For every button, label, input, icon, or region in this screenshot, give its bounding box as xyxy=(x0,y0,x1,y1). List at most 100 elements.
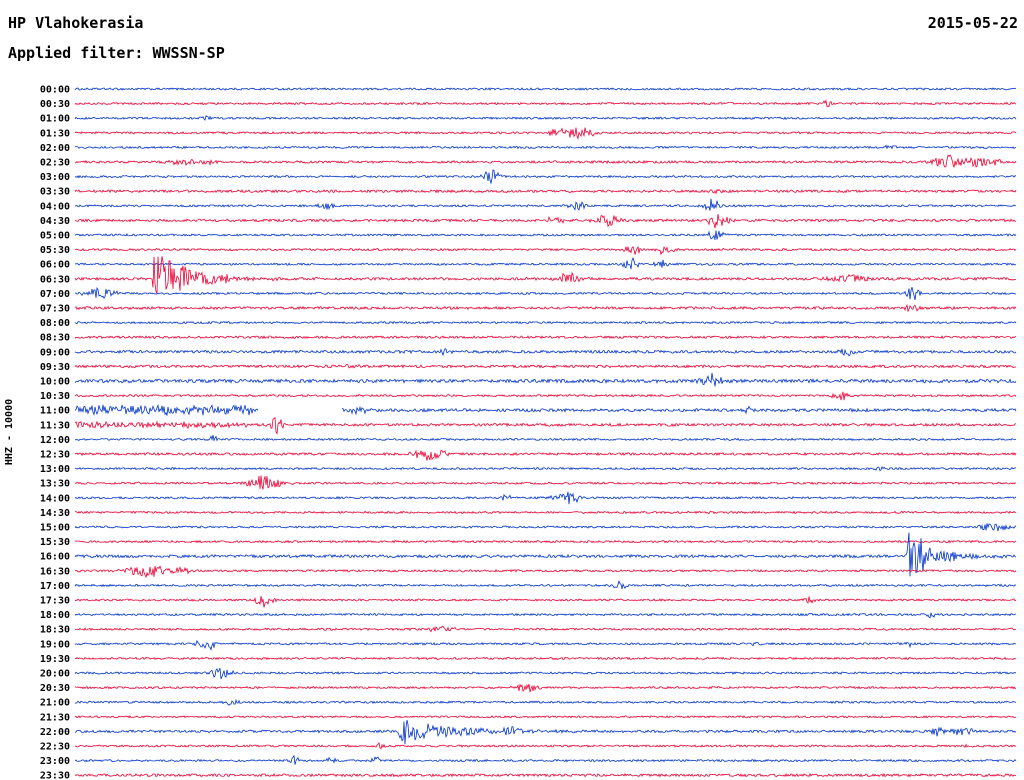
time-label: 04:30 xyxy=(40,216,70,227)
time-label: 02:30 xyxy=(40,158,70,169)
trace-row xyxy=(74,198,1017,211)
time-label: 15:00 xyxy=(40,523,70,534)
time-label: 23:00 xyxy=(40,756,70,767)
trace-row xyxy=(74,245,1017,256)
time-label: 16:00 xyxy=(40,552,70,563)
trace-row xyxy=(74,348,1017,357)
trace-row xyxy=(74,754,1017,765)
applied-filter-label: Applied filter: WWSSN-SP xyxy=(8,44,225,62)
trace-row xyxy=(74,715,1017,719)
time-label: 02:00 xyxy=(40,143,70,154)
trace-row xyxy=(74,683,1017,693)
trace-row xyxy=(74,214,1017,229)
trace-row xyxy=(74,99,1017,108)
trace-row xyxy=(74,169,1017,185)
trace-row xyxy=(74,144,1017,150)
time-label: 03:30 xyxy=(40,187,70,198)
time-label: 15:30 xyxy=(40,537,70,548)
trace-row xyxy=(74,87,1017,91)
time-label: 08:00 xyxy=(40,318,70,329)
time-label: 21:30 xyxy=(40,712,70,723)
time-label: 20:00 xyxy=(40,669,70,680)
trace-row xyxy=(74,372,1017,387)
time-label: 17:00 xyxy=(40,581,70,592)
trace-row xyxy=(74,115,1017,121)
trace-row xyxy=(74,466,1017,472)
time-label: 01:30 xyxy=(40,128,70,139)
time-label: 19:30 xyxy=(40,654,70,665)
trace-row xyxy=(74,416,1017,435)
time-label: 16:30 xyxy=(40,566,70,577)
time-label: 05:30 xyxy=(40,245,70,256)
trace-row xyxy=(74,491,1017,505)
time-label: 01:00 xyxy=(40,114,70,125)
trace-row xyxy=(74,256,1017,295)
trace-row xyxy=(74,304,1017,313)
trace-row xyxy=(74,772,1017,778)
trace-row xyxy=(74,257,1017,270)
trace-row xyxy=(74,449,1017,461)
time-label: 14:30 xyxy=(40,508,70,519)
trace-row xyxy=(74,403,1017,416)
time-label: 08:30 xyxy=(40,333,70,344)
time-label: 03:00 xyxy=(40,172,70,183)
trace-row xyxy=(74,475,1017,490)
trace-row xyxy=(74,595,1017,608)
time-label: 09:00 xyxy=(40,347,70,358)
trace-row xyxy=(74,523,1017,532)
trace-row xyxy=(74,565,1017,579)
trace-row xyxy=(74,188,1017,195)
trace-row xyxy=(74,612,1016,619)
time-label: 17:30 xyxy=(40,596,70,607)
time-label: 10:30 xyxy=(40,391,70,402)
time-label: 09:30 xyxy=(40,362,70,373)
time-label: 23:30 xyxy=(40,771,70,780)
trace-row xyxy=(74,286,1017,300)
time-label: 07:00 xyxy=(40,289,70,300)
time-label: 07:30 xyxy=(40,304,70,315)
time-label: 00:00 xyxy=(40,85,70,96)
trace-row xyxy=(74,742,1017,750)
trace-rows-group: 00:00 00:30 01:00 01:30 02:00 02:30 03:00 03:30… xyxy=(40,85,1017,780)
time-label: 10:00 xyxy=(40,377,70,388)
time-label: 20:30 xyxy=(40,683,70,694)
trace-row xyxy=(74,667,1016,680)
time-label: 19:00 xyxy=(40,639,70,650)
time-label: 06:30 xyxy=(40,274,70,285)
time-label: 18:30 xyxy=(40,625,70,636)
time-label: 00:30 xyxy=(40,99,70,110)
trace-row xyxy=(74,230,1017,240)
time-label: 12:30 xyxy=(40,450,70,461)
trace-row xyxy=(74,656,1017,661)
time-label: 21:00 xyxy=(40,698,70,709)
time-label: 22:00 xyxy=(40,727,70,738)
channel-scale-label: HHZ - 10000 xyxy=(4,399,15,465)
time-label: 13:00 xyxy=(40,464,70,475)
trace-row xyxy=(74,580,1017,590)
trace-row xyxy=(74,391,1017,401)
time-label: 22:30 xyxy=(40,742,70,753)
time-label: 04:00 xyxy=(40,201,70,212)
trace-row xyxy=(74,127,1017,140)
station-title: HP Vlahokerasia xyxy=(8,14,144,32)
trace-row xyxy=(74,639,1017,651)
trace-row xyxy=(74,625,1017,633)
trace-row xyxy=(74,320,1017,325)
time-label: 18:00 xyxy=(40,610,70,621)
trace-row xyxy=(74,335,1017,340)
time-label: 11:30 xyxy=(40,420,70,431)
time-label: 13:30 xyxy=(40,479,70,490)
trace-row xyxy=(74,719,1017,745)
time-label: 12:00 xyxy=(40,435,70,446)
trace-row xyxy=(74,539,1017,544)
trace-row xyxy=(74,363,1017,369)
trace-row xyxy=(74,510,1017,515)
trace-row xyxy=(74,154,1017,168)
trace-row xyxy=(74,532,1017,577)
time-label: 05:00 xyxy=(40,231,70,242)
time-label: 06:00 xyxy=(40,260,70,271)
date-label: 2015-05-22 xyxy=(927,14,1018,32)
time-label: 11:00 xyxy=(40,406,70,417)
trace-row xyxy=(74,698,1017,706)
